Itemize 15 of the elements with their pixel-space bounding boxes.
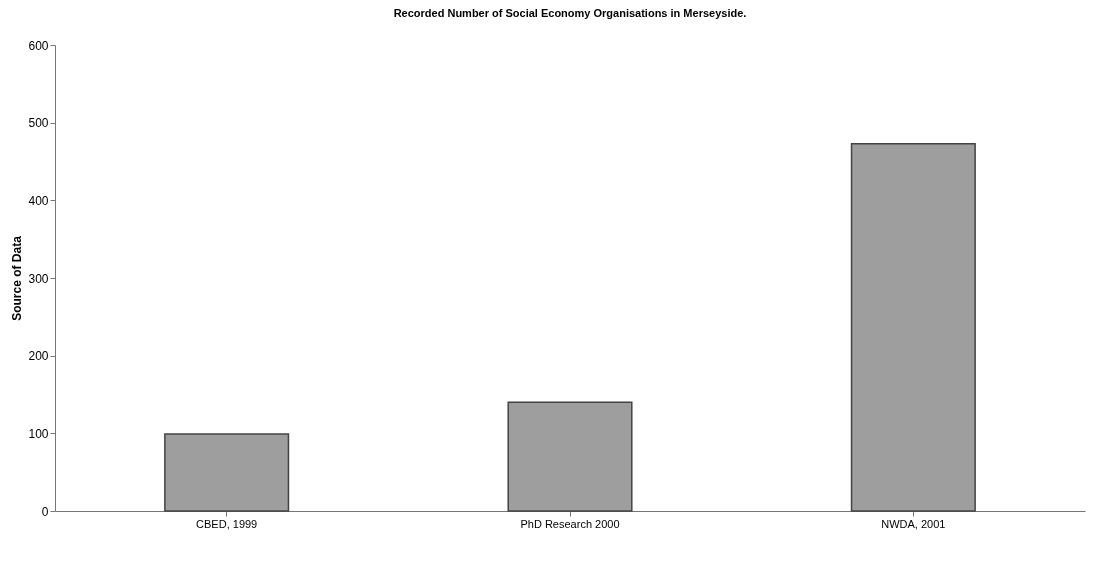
y-tick-label: 400 — [28, 193, 49, 208]
y-tick-label: 200 — [28, 349, 49, 364]
y-axis-title: Source of Data — [10, 235, 25, 321]
y-tick-label: 300 — [28, 271, 49, 286]
x-tick-label: NWDA, 2001 — [881, 517, 946, 530]
chart-title: Recorded Number of Social Economy Organisations in Merseyside. — [393, 7, 747, 19]
x-tick-label: CBED, 1999 — [196, 517, 258, 530]
y-tick-label: 500 — [28, 116, 49, 131]
y-tick-label: 600 — [28, 38, 49, 53]
y-tick-label: 100 — [28, 426, 49, 441]
x-tick-label: PhD Research 2000 — [520, 517, 620, 530]
bar — [850, 142, 976, 512]
y-tick-label: 0 — [41, 504, 49, 519]
bar — [164, 433, 290, 512]
bar — [507, 401, 633, 512]
